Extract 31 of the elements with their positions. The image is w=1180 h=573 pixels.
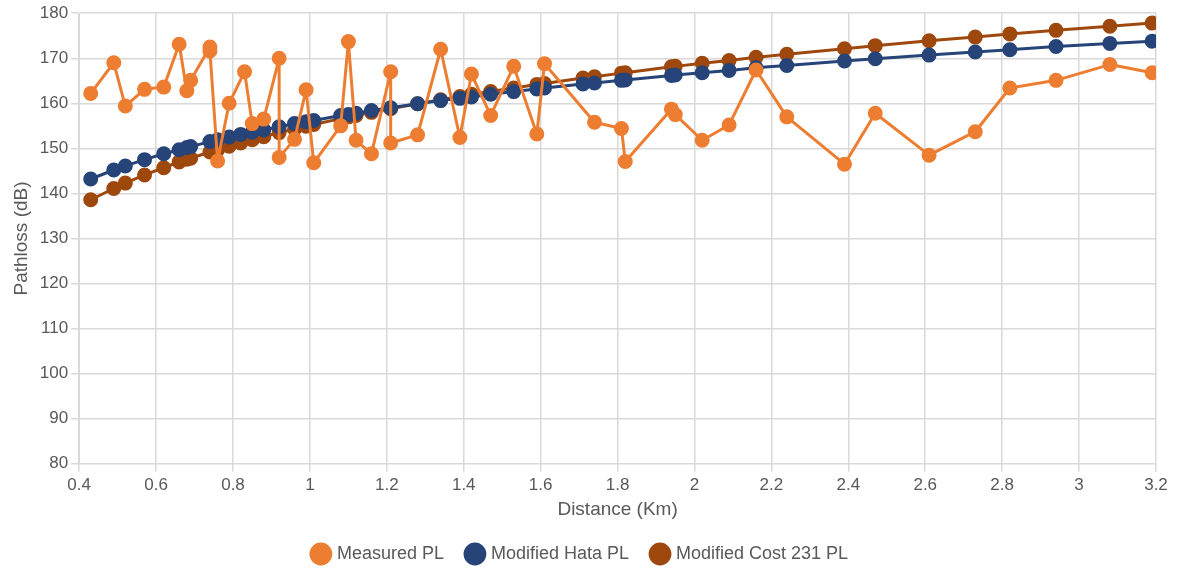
y-tick-label: 140 [39,183,69,203]
legend-label: Modified Cost 231 PL [676,542,849,563]
y-tick-label: 180 [39,2,69,22]
x-axis-title: Distance (Km) [557,497,678,519]
x-tick-label: 1.6 [528,474,553,494]
x-tick-label: 2.2 [759,474,784,494]
y-axis-title: Pathloss (dB) [9,181,31,296]
x-tick-label: 1 [305,474,315,494]
y-tick-label: 100 [39,363,69,383]
x-tick-label: 1.4 [451,474,476,494]
legend-label: Modified Hata PL [490,542,630,563]
x-tick-label: 2.8 [990,474,1014,494]
x-tick-label: 3 [1074,474,1084,494]
y-tick-label: 80 [49,453,69,473]
x-tick-label: 2.4 [836,474,861,494]
y-tick-label: 170 [39,47,69,67]
legend-label: Measured PL [336,542,444,563]
y-tick-label: 160 [39,93,69,113]
y-tick-label: 110 [41,318,69,338]
x-tick-label: 3.2 [1144,474,1168,494]
x-tick-label: 1.8 [605,474,630,494]
x-tick-label: 0.4 [67,474,91,494]
x-tick-label: 0.8 [221,474,245,494]
x-tick-label: 1.2 [375,474,399,494]
y-tick-label: 90 [49,408,69,428]
x-tick-label: 2.6 [913,474,938,494]
x-tick-label: 2 [689,474,700,494]
y-tick-label: 130 [39,228,69,248]
y-tick-label: 120 [39,273,69,293]
y-tick-label: 150 [39,138,69,158]
x-tick-label: 0.6 [144,474,168,494]
